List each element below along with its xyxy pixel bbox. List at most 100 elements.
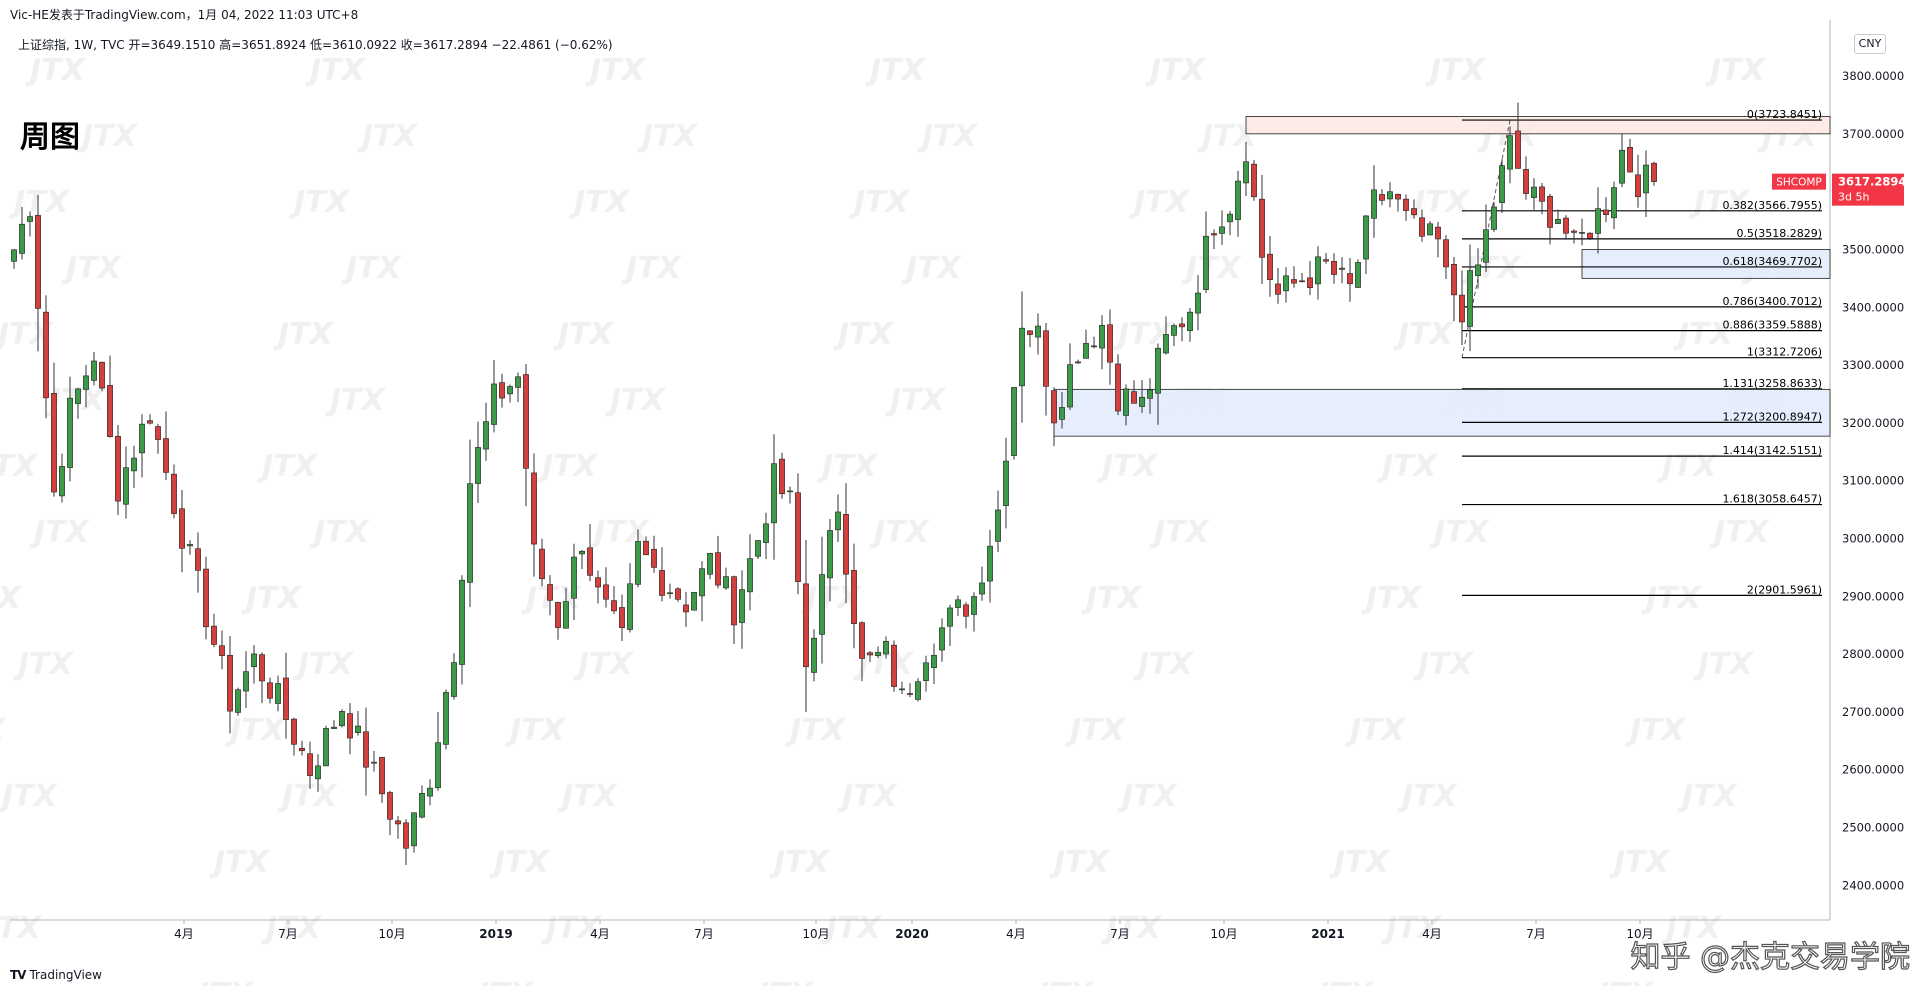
watermark-text: JTX [473, 977, 535, 986]
watermark-text: JTX [865, 53, 927, 88]
last-price-value: 3617.2894 [1838, 175, 1906, 189]
candle-body [459, 579, 465, 665]
tradingview-logo-icon: ꓔV [10, 968, 27, 982]
watermark-text: JTX [1081, 581, 1143, 616]
candle-body [627, 583, 633, 630]
candle-body [43, 311, 49, 399]
candle-body [379, 757, 385, 795]
candle-body [59, 466, 65, 497]
watermark-text: JTX [1677, 779, 1739, 814]
watermark-text: JTX [325, 383, 387, 418]
candle-body [355, 725, 361, 734]
time-axis-label: 7月 [694, 927, 714, 941]
candle-body [499, 382, 505, 399]
candle-body [1427, 223, 1433, 236]
candle-body [27, 216, 33, 222]
watermark-text: JTX [0, 713, 7, 748]
candle-body [1019, 327, 1025, 387]
candle-body [1515, 130, 1521, 169]
watermark-text: JTX [489, 845, 551, 880]
watermark-text: JTX [1033, 977, 1095, 986]
candle-body [403, 822, 409, 849]
candle-body [1619, 149, 1625, 184]
candle-body [283, 677, 289, 720]
watermark-text: JTX [1049, 845, 1111, 880]
candle-body [531, 472, 537, 545]
candle-body [1563, 217, 1569, 234]
candle-body [1291, 279, 1297, 284]
candle-body [211, 625, 217, 645]
price-axis-label: 2700.0000 [1842, 705, 1904, 719]
candle-body [1435, 226, 1441, 240]
candle-body [1315, 256, 1321, 285]
watermark-text: JTX [1397, 779, 1459, 814]
candle-body [251, 653, 257, 668]
currency-button[interactable]: CNY [1854, 34, 1886, 54]
watermark-text: JTX [1329, 845, 1391, 880]
candle-body [819, 574, 825, 635]
candle-body [195, 548, 201, 571]
candle-body [1387, 191, 1393, 200]
candle-body [843, 514, 849, 575]
price-axis-label: 2900.0000 [1842, 589, 1904, 603]
time-axis-label: 2020 [895, 927, 928, 941]
candle-body [1211, 233, 1217, 236]
watermark-text: JTX [0, 581, 23, 616]
candle-body [1251, 163, 1257, 198]
watermark-text: JTX [241, 581, 303, 616]
candle-body [1531, 186, 1537, 198]
time-axis-label: 2019 [479, 927, 512, 941]
candle-body [147, 420, 153, 424]
candle-body [547, 584, 553, 601]
candle-body [1099, 325, 1105, 349]
tradingview-logo[interactable]: ꓔV TradingView [10, 968, 102, 982]
candle-body [11, 249, 17, 262]
watermark-text: JTX [289, 185, 351, 220]
watermark-text: JTX [0, 449, 39, 484]
watermark-text: JTX [869, 515, 931, 550]
watermark-text: JTX [261, 911, 323, 946]
candle-body [419, 793, 425, 818]
candle-body [1243, 161, 1249, 184]
candle-body [1475, 264, 1481, 277]
price-axis-label: 2400.0000 [1842, 878, 1904, 892]
candle-body [1195, 292, 1201, 314]
candle-body [411, 812, 417, 847]
candle-body [1163, 334, 1169, 354]
fib-level-label: 2(2901.5961) [1747, 583, 1822, 596]
watermark-text: JTX [9, 185, 71, 220]
tradingview-logo-text: TradingView [29, 968, 102, 982]
last-price-tag-bg [1832, 173, 1904, 206]
candle-body [611, 600, 617, 612]
price-axis-label: 3000.0000 [1842, 531, 1904, 545]
candle-body [99, 361, 105, 389]
candle-body [1643, 164, 1649, 194]
candle-body [443, 692, 449, 745]
candle-body [771, 463, 777, 524]
watermark-text: JTX [309, 515, 371, 550]
candles-layer [11, 102, 1657, 866]
candle-body [19, 223, 25, 254]
candle-body [579, 550, 585, 555]
candle-body [227, 655, 233, 712]
candle-body [507, 386, 513, 395]
candle-body [1267, 253, 1273, 281]
fib-level-label: 0(3723.8451) [1747, 108, 1822, 121]
watermark-text: JTX [1673, 317, 1735, 352]
fib-level-label: 0.886(3359.5888) [1722, 319, 1822, 332]
candle-body [731, 576, 737, 626]
symbol-tag-text: SHCOMP [1776, 177, 1822, 189]
candle-body [139, 423, 145, 454]
watermark-text: JTX [817, 449, 879, 484]
watermark-text: JTX [29, 515, 91, 550]
candle-body [1171, 325, 1177, 336]
candle-body [75, 388, 81, 404]
watermark-text: JTX [277, 779, 339, 814]
candle-body [123, 467, 129, 505]
candle-body [571, 556, 577, 599]
candle-body [899, 688, 905, 691]
candle-body [363, 731, 369, 768]
candle-body [563, 601, 569, 629]
